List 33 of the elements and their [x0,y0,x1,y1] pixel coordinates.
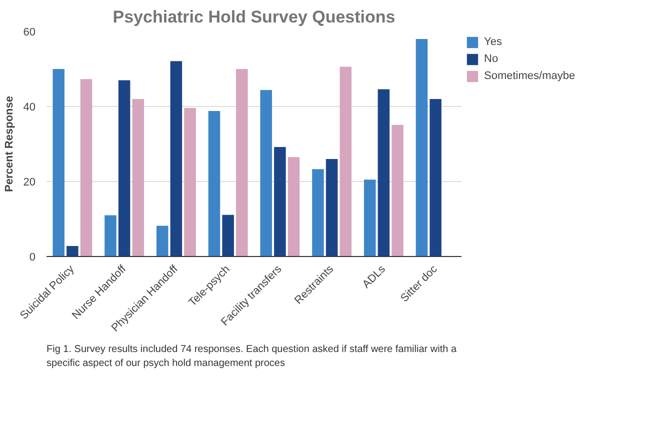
bar [340,66,352,256]
bar [156,226,168,256]
bar [66,246,78,256]
bar [52,69,64,256]
bar [80,79,92,256]
bar [170,61,182,256]
legend-label: Sometimes/maybe [484,70,576,82]
bar [326,159,338,256]
bar [364,180,376,256]
bar [312,169,324,256]
bar [236,69,248,256]
chart-title: Psychiatric Hold Survey Questions [112,8,396,26]
bar [104,215,116,256]
bar [274,147,286,256]
y-tick-label: 0 [29,252,36,264]
legend-label: Yes [484,36,503,48]
bar [208,111,220,256]
bar [288,157,300,256]
bar [392,124,404,256]
y-tick-label: 20 [23,176,36,188]
bar [260,90,272,256]
y-axis-title: Percent Response [3,96,16,192]
bar [184,108,196,256]
bar [132,99,144,256]
y-tick-label: 40 [23,102,36,114]
bar [118,80,130,256]
bar [416,39,428,256]
bar [430,99,442,256]
y-tick-label: 60 [23,26,36,38]
bar [222,214,234,256]
caption: Fig 1. Survey results included 74 responses. Each question asked if staff were familiar with a specific aspect of our psych hold management proces [46,344,457,369]
bar [378,89,390,256]
legend-label: No [484,53,500,65]
